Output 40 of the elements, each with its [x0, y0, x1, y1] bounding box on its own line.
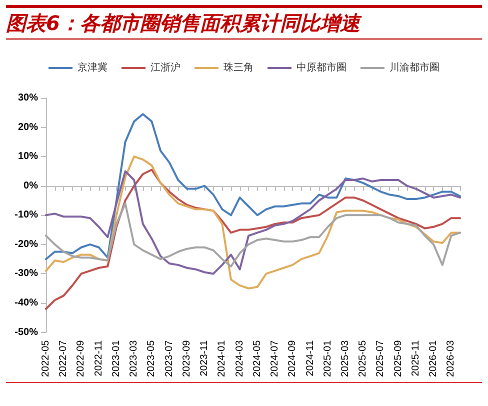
- x-tick-label: 2022-09: [76, 340, 87, 378]
- x-tick-label: 2025-09: [392, 340, 404, 378]
- x-tick-label: 2023-07: [164, 340, 175, 378]
- x-tick-label: 2024-01: [216, 340, 228, 378]
- legend-label: 川渝都市圈: [390, 62, 440, 74]
- y-tick-label: 10%: [18, 151, 38, 162]
- x-tick-label: 2024-09: [287, 340, 298, 378]
- y-tick-label: -50%: [14, 326, 38, 338]
- x-tick-label: 2023-01: [110, 340, 122, 378]
- y-tick-label: 30%: [18, 92, 38, 104]
- x-tick-label: 2025-05: [358, 340, 369, 378]
- x-tick-label: 2025-11: [410, 340, 422, 376]
- line-series: [45, 202, 461, 268]
- x-tick-label: 2023-03: [128, 340, 140, 378]
- x-tick-label: 2025-07: [375, 340, 386, 378]
- x-tick-label: 2023-11: [199, 340, 210, 376]
- legend-label: 江浙沪: [150, 62, 180, 74]
- legend-label: 京津冀: [78, 62, 108, 74]
- x-tick-label: 2024-07: [270, 340, 281, 378]
- x-tick-label: 2026-03: [446, 340, 457, 378]
- x-tick-label: 2023-05: [146, 340, 158, 378]
- x-tick-label: 2022-05: [40, 340, 52, 378]
- x-tick-label: 2024-11: [304, 340, 316, 376]
- x-tick-label: 2022-07: [58, 340, 70, 378]
- y-tick-label: -30%: [14, 268, 38, 280]
- y-tick-label: -20%: [14, 238, 38, 250]
- y-tick-label: -10%: [14, 210, 38, 221]
- y-tick-label: 20%: [18, 122, 38, 133]
- x-tick-label: 2026-01: [428, 340, 440, 378]
- legend-label: 中原都市圈: [296, 62, 346, 74]
- y-tick-label: 0%: [24, 180, 38, 192]
- x-tick-label: 2023-09: [181, 340, 192, 378]
- x-tick-label: 2024-05: [252, 340, 263, 378]
- x-tick-label: 2024-03: [234, 340, 246, 378]
- x-tick-label: 2025-01: [322, 340, 334, 378]
- x-tick-label: 2022-11: [93, 340, 104, 376]
- legend-label: 珠三角: [224, 62, 254, 74]
- chart-title: 图表6：各都市圈销售面积累计同比增速: [6, 5, 482, 40]
- y-tick-label: -40%: [14, 298, 38, 309]
- x-tick-label: 2025-03: [340, 340, 351, 378]
